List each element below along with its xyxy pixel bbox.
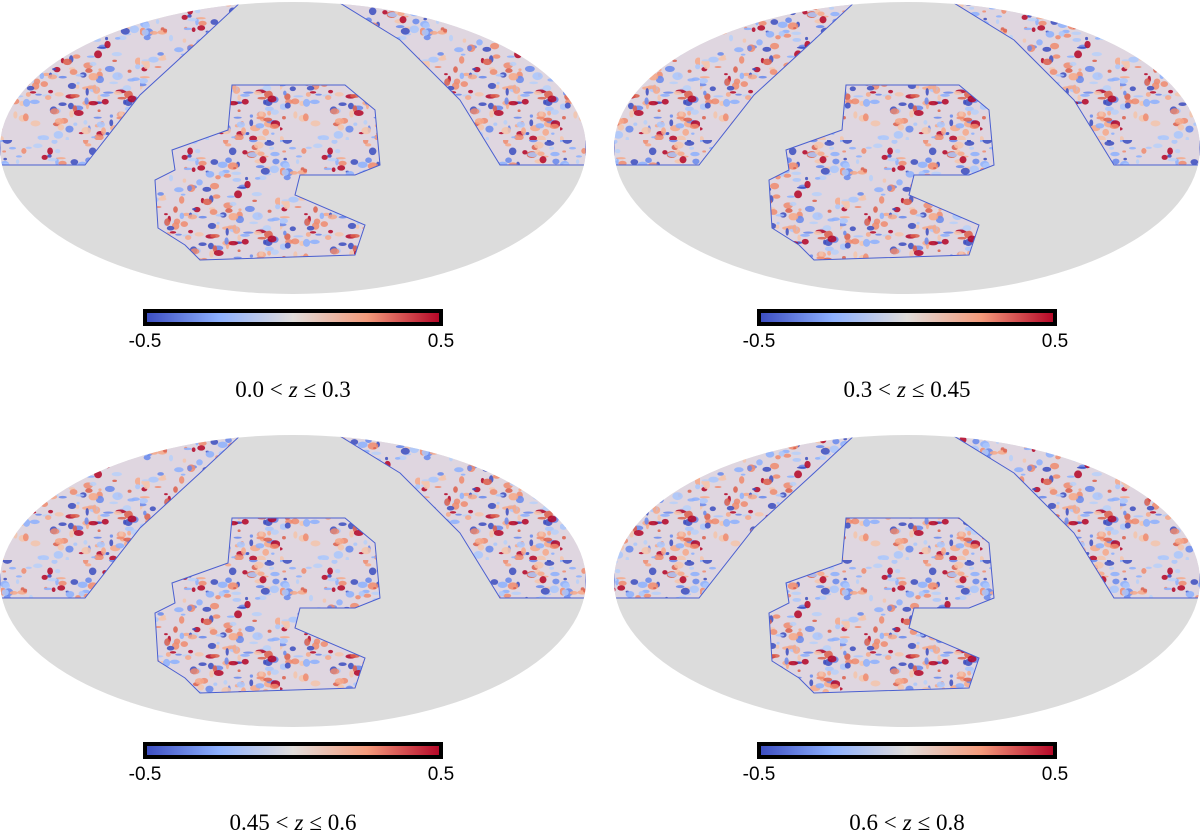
panel-title: 0.6 < z ≤ 0.8 bbox=[849, 810, 965, 834]
survey-footprint bbox=[768, 517, 995, 694]
colorbar-tick-label: 0.5 bbox=[428, 764, 454, 785]
colorbar-tick-label: -0.5 bbox=[743, 331, 776, 352]
title-right: ≤ 0.6 bbox=[309, 810, 356, 834]
title-variable: z bbox=[902, 810, 912, 834]
map-panel: -0.5 0.5 0.0 < z ≤ 0.3 bbox=[0, 2, 586, 402]
title-right: ≤ 0.3 bbox=[304, 377, 351, 402]
map-panel: -0.5 0.5 0.6 < z ≤ 0.8 bbox=[614, 435, 1200, 834]
colorbar bbox=[757, 742, 1057, 759]
colorbar-tick-label: 0.5 bbox=[428, 331, 454, 352]
title-variable: z bbox=[293, 810, 303, 834]
title-left: 0.6 < bbox=[849, 810, 896, 834]
title-variable: z bbox=[288, 377, 298, 402]
map-panel: -0.5 0.5 0.45 < z ≤ 0.6 bbox=[0, 435, 586, 834]
title-right: ≤ 0.45 bbox=[912, 377, 971, 402]
title-right: ≤ 0.8 bbox=[918, 810, 965, 834]
colorbar-tick-label: -0.5 bbox=[743, 764, 776, 785]
colorbar bbox=[143, 742, 443, 759]
colorbar-tick-label: -0.5 bbox=[129, 331, 162, 352]
survey-footprint bbox=[154, 84, 381, 261]
title-variable: z bbox=[896, 377, 906, 402]
colorbar bbox=[757, 309, 1057, 326]
panel-title: 0.45 < z ≤ 0.6 bbox=[229, 810, 356, 834]
survey-footprint bbox=[768, 84, 995, 261]
panel-title: 0.3 < z ≤ 0.45 bbox=[843, 377, 970, 402]
colorbar-tick-label: -0.5 bbox=[129, 764, 162, 785]
title-left: 0.45 < bbox=[229, 810, 288, 834]
map-panel: -0.5 0.5 0.3 < z ≤ 0.45 bbox=[614, 2, 1200, 402]
title-left: 0.0 < bbox=[235, 377, 282, 402]
colorbar-tick-label: 0.5 bbox=[1042, 764, 1068, 785]
panel-title: 0.0 < z ≤ 0.3 bbox=[235, 377, 351, 402]
colorbar bbox=[143, 309, 443, 326]
colorbar-tick-label: 0.5 bbox=[1042, 331, 1068, 352]
title-left: 0.3 < bbox=[843, 377, 890, 402]
survey-footprint bbox=[154, 517, 381, 694]
